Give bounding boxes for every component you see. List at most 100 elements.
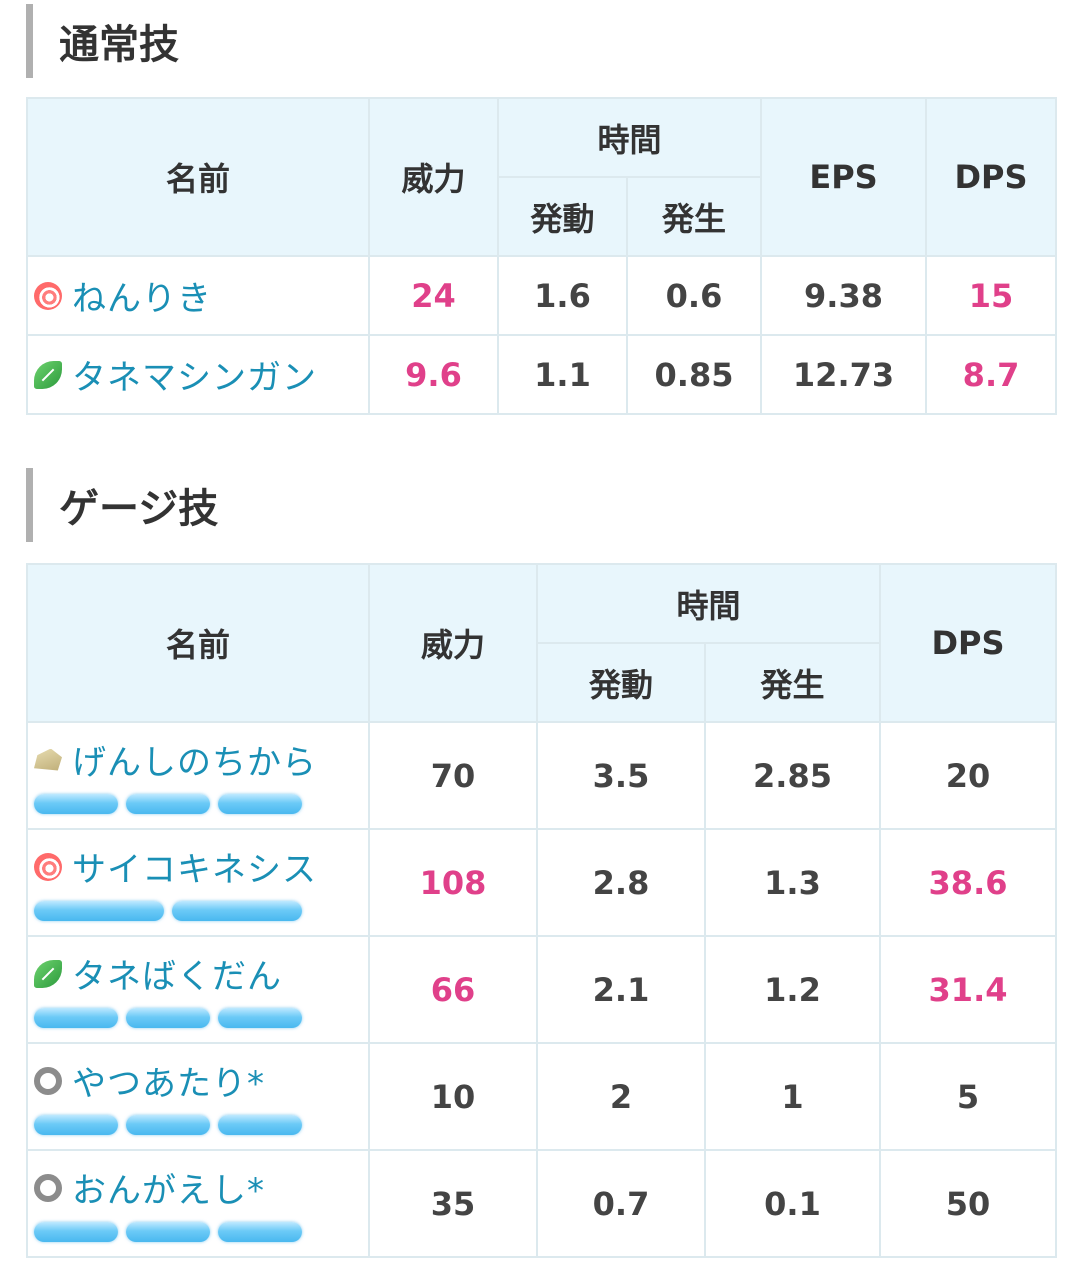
move-link[interactable]: やつあたり* [34, 1056, 265, 1105]
normal-moves-heading: 通常技 [26, 4, 179, 78]
header-subrow: 発動 発生 [27, 642, 1056, 723]
rock-type-icon [34, 748, 62, 771]
col-eps-header: EPS [760, 97, 928, 257]
psychic-type-icon [34, 281, 62, 310]
move-link[interactable]: おんがえし* [34, 1163, 265, 1212]
power-value: 24 [368, 255, 499, 336]
table-row: タネばくだん 66 2.1 1.2 31.4 [26, 935, 1058, 1044]
dps-value: 15 [925, 255, 1058, 336]
eps-value: 12.73 [760, 334, 928, 415]
grass-type-icon [34, 360, 62, 389]
energy-bar [34, 1222, 118, 1242]
activation-value: 2.1 [536, 935, 706, 1044]
normal-moves-table: 名前 威力 時間 EPS DPS 発動 発生 ねんりき 24 1.6 0.6 9… [26, 97, 1058, 415]
activation-value: 2.8 [536, 828, 706, 937]
col-name-header: 名前 [26, 563, 370, 723]
power-value: 10 [368, 1042, 538, 1151]
col-activation-header: 発動 [536, 642, 706, 723]
power-value: 35 [368, 1149, 538, 1258]
energy-bar [126, 1222, 210, 1242]
dps-value: 38.6 [879, 828, 1058, 937]
move-name: サイコキネシス [72, 850, 317, 890]
move-name-cell: おんがえし* [26, 1149, 370, 1258]
normal-moves-title: 通常技 [59, 22, 179, 68]
power-value: 9.6 [368, 334, 499, 415]
table-row: げんしのちから 70 3.5 2.85 20 [26, 721, 1058, 830]
energy-bar [218, 1222, 302, 1242]
energy-bar [126, 1008, 210, 1028]
activation-value: 1.6 [497, 255, 628, 336]
occurrence-value: 0.6 [625, 255, 763, 336]
col-dps-header: DPS [925, 97, 1058, 257]
energy-bar [218, 1115, 302, 1135]
move-link[interactable]: タネばくだん [34, 949, 282, 998]
occurrence-value: 0.1 [703, 1149, 882, 1258]
move-name: ねんりき [72, 279, 212, 319]
energy-bar [218, 1008, 302, 1028]
occurrence-value: 1.3 [703, 828, 882, 937]
move-link[interactable]: サイコキネシス [34, 842, 317, 891]
occurrence-value: 1 [703, 1042, 882, 1151]
eps-value: 9.38 [760, 255, 928, 336]
move-name-cell: ねんりき [26, 255, 370, 336]
activation-value: 3.5 [536, 721, 706, 830]
activation-value: 0.7 [536, 1149, 706, 1258]
energy-bars [34, 1115, 368, 1135]
dps-value: 50 [879, 1149, 1058, 1258]
header-row: 名前 威力 時間 DPS [26, 563, 1058, 723]
occurrence-value: 2.85 [703, 721, 882, 830]
charged-moves-heading: ゲージ技 [26, 468, 218, 542]
move-name: やつあたり* [72, 1064, 265, 1104]
move-name-cell: げんしのちから [26, 721, 370, 830]
charged-moves-table: 名前 威力 時間 DPS 発動 発生 げんしのちから 70 3.5 2.85 2… [26, 563, 1058, 1258]
activation-value: 2 [536, 1042, 706, 1151]
col-time-header: 時間 [535, 563, 882, 644]
move-link[interactable]: げんしのちから [34, 735, 317, 784]
move-name: タネマシンガン [72, 358, 317, 398]
psychic-type-icon [34, 852, 62, 881]
move-name-cell: やつあたり* [26, 1042, 370, 1151]
dps-value: 5 [879, 1042, 1058, 1151]
energy-bars [34, 794, 368, 814]
power-value: 108 [368, 828, 538, 937]
energy-bars [34, 1008, 368, 1028]
occurrence-value: 0.85 [625, 334, 763, 415]
move-link[interactable]: タネマシンガン [34, 350, 317, 399]
table-row: タネマシンガン 9.6 1.1 0.85 12.73 8.7 [26, 334, 1058, 415]
move-name-cell: サイコキネシス [26, 828, 370, 937]
power-value: 66 [368, 935, 538, 1044]
col-power-header: 威力 [368, 563, 538, 723]
col-occurrence-header: 発生 [703, 642, 882, 723]
energy-bar [34, 901, 164, 921]
dps-value: 8.7 [925, 334, 1058, 415]
grass-type-icon [34, 959, 62, 988]
col-power-header: 威力 [368, 97, 499, 257]
header-subrow: 発動 発生 [27, 176, 1056, 257]
move-name-cell: タネマシンガン [26, 334, 370, 415]
activation-value: 1.1 [497, 334, 628, 415]
energy-bar [126, 794, 210, 814]
col-time-header: 時間 [496, 97, 763, 178]
dps-value: 31.4 [879, 935, 1058, 1044]
col-activation-header: 発動 [497, 176, 628, 257]
energy-bar [218, 794, 302, 814]
move-name: げんしのちから [72, 743, 317, 783]
col-dps-header: DPS [879, 563, 1058, 723]
move-link[interactable]: ねんりき [34, 271, 212, 320]
col-occurrence-header: 発生 [625, 176, 763, 257]
energy-bar [172, 901, 302, 921]
occurrence-value: 1.2 [703, 935, 882, 1044]
table-row: やつあたり* 10 2 1 5 [26, 1042, 1058, 1151]
energy-bar [34, 1115, 118, 1135]
table-row: ねんりき 24 1.6 0.6 9.38 15 [26, 255, 1058, 336]
energy-bars [34, 1222, 368, 1242]
energy-bar [34, 794, 118, 814]
normal-type-icon [34, 1173, 62, 1202]
charged-moves-title: ゲージ技 [59, 486, 219, 532]
energy-bar [34, 1008, 118, 1028]
move-name-cell: タネばくだん [26, 935, 370, 1044]
normal-type-icon [34, 1066, 62, 1095]
col-name-header: 名前 [26, 97, 370, 257]
move-name: タネばくだん [72, 957, 282, 997]
dps-value: 20 [879, 721, 1058, 830]
